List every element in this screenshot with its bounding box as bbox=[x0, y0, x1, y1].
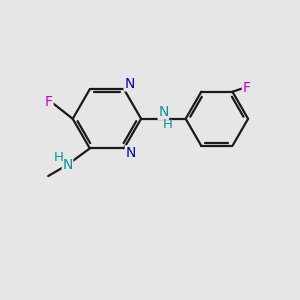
Text: N: N bbox=[124, 77, 134, 91]
Text: N: N bbox=[158, 105, 169, 119]
Text: F: F bbox=[45, 95, 53, 110]
Text: H: H bbox=[54, 151, 64, 164]
Text: H: H bbox=[163, 118, 173, 131]
Text: N: N bbox=[62, 158, 73, 172]
Text: F: F bbox=[242, 81, 250, 95]
Text: N: N bbox=[125, 146, 136, 160]
